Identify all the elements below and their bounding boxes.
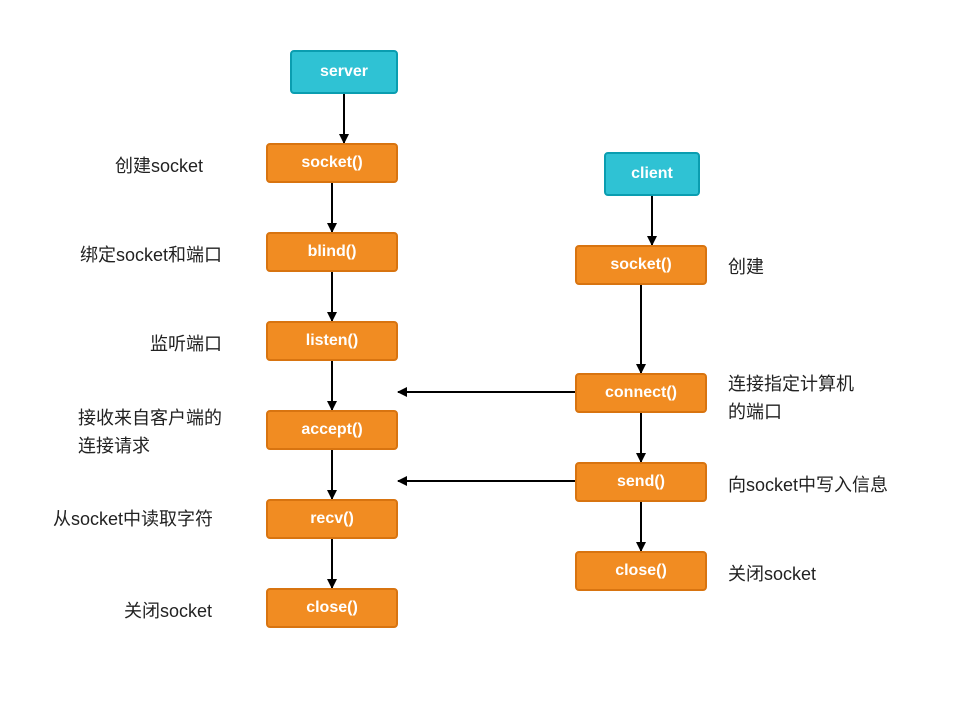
annotation-label-3: 接收来自客户端的 (78, 404, 222, 430)
node-c_close: close() (575, 551, 707, 591)
annotation-label-8: 连接指定计算机 (728, 370, 854, 396)
annotation-label-4: 连接请求 (78, 432, 150, 458)
node-client: client (604, 152, 700, 196)
annotation-label-10: 向socket中写入信息 (728, 471, 888, 497)
annotation-label-0: 创建socket (115, 152, 203, 178)
annotation-label-9: 的端口 (728, 398, 782, 424)
node-s_recv: recv() (266, 499, 398, 539)
node-s_listen: listen() (266, 321, 398, 361)
node-s_accept: accept() (266, 410, 398, 450)
node-s_blind: blind() (266, 232, 398, 272)
node-server: server (290, 50, 398, 94)
annotation-label-6: 关闭socket (124, 597, 212, 623)
node-c_connect: connect() (575, 373, 707, 413)
annotation-label-11: 关闭socket (728, 560, 816, 586)
annotation-label-1: 绑定socket和端口 (80, 241, 222, 267)
node-s_socket: socket() (266, 143, 398, 183)
node-s_close: close() (266, 588, 398, 628)
node-c_send: send() (575, 462, 707, 502)
annotation-label-7: 创建 (728, 253, 764, 279)
annotation-label-2: 监听端口 (150, 330, 222, 356)
annotation-label-5: 从socket中读取字符 (53, 505, 213, 531)
node-c_socket: socket() (575, 245, 707, 285)
